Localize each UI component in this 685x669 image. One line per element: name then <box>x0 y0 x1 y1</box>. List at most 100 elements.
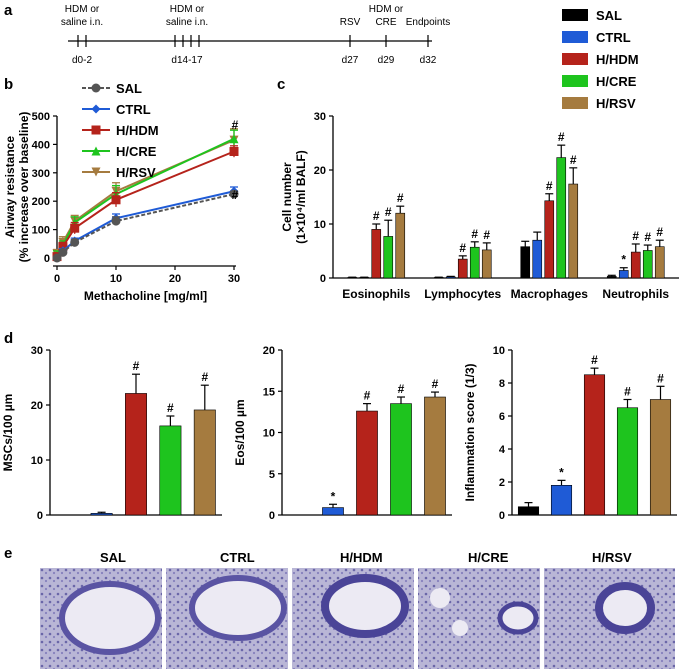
bar <box>550 485 573 516</box>
legend-label: SAL <box>116 81 142 96</box>
panel-label-a: a <box>4 2 13 19</box>
legend-swatch <box>562 97 588 109</box>
legend-item: CTRL <box>562 26 682 48</box>
y-tick-label: 5 <box>269 469 275 481</box>
bar <box>356 410 378 516</box>
timeline-event-label: HDM or <box>65 4 100 15</box>
bar <box>90 513 113 516</box>
timeline: HDM or saline i.n. d0-2 HDM or saline i.n. d1… <box>61 4 450 66</box>
significance-mark: # <box>232 188 239 202</box>
bar <box>517 506 540 516</box>
timeline-event-label: HDM or <box>170 4 205 15</box>
bar <box>424 396 446 516</box>
significance-mark: # <box>432 377 439 391</box>
series-line-ctrl <box>56 190 235 259</box>
cell-number-chart: 0 10 20 30 Cell number (1×10⁴/ml BALF) # # # Eosi… <box>280 111 679 301</box>
y-axis-label: Inflammation score (1/3) <box>463 363 477 501</box>
bar <box>390 403 412 516</box>
bar <box>583 374 606 516</box>
y-tick-label: 8 <box>499 378 505 390</box>
y-axis-label: Cell number <box>280 162 294 232</box>
significance-mark: # <box>398 382 405 396</box>
panel-label-b: b <box>4 76 14 93</box>
legend-swatch <box>562 75 588 87</box>
legend-item: H/RSV <box>562 92 682 114</box>
bar <box>193 409 216 516</box>
timeline-day-label: d27 <box>342 55 359 66</box>
panel-label-d: d <box>4 330 14 347</box>
legend-item: SAL <box>562 4 682 26</box>
significance-mark: # <box>591 353 598 367</box>
bar <box>618 270 629 279</box>
data-point <box>229 189 239 199</box>
timeline-event-label: HDM or <box>369 4 404 15</box>
eos-chart: 0 5 10 15 20 Eos/100 µm * # # # <box>233 345 452 522</box>
category-label: Neutrophils <box>602 287 669 301</box>
bar <box>606 276 617 279</box>
inflammation-score-chart: 0 2 4 6 8 10 Inflammation score (1/3) * # # # <box>463 345 677 522</box>
legend-marker <box>91 146 101 156</box>
legend-marker <box>91 104 101 114</box>
data-point <box>70 223 80 233</box>
legend-label: H/RSV <box>116 165 156 180</box>
data-point <box>229 134 239 144</box>
legend: SAL CTRL H/HDM H/CRE H/RSV <box>562 4 682 114</box>
bar <box>642 250 653 279</box>
bar <box>383 236 394 279</box>
y-tick-label: 20 <box>263 345 275 357</box>
category-label: Macrophages <box>511 287 589 301</box>
bar <box>544 200 555 279</box>
data-point <box>58 247 68 257</box>
data-point <box>52 253 62 263</box>
category-label: Eosinophils <box>342 287 410 301</box>
histology-images <box>40 568 675 669</box>
y-tick-label: 10 <box>493 345 505 357</box>
significance-mark: # <box>483 228 490 242</box>
significance-mark: # <box>644 230 651 244</box>
significance-mark: # <box>397 191 404 205</box>
x-tick-label: 10 <box>110 273 122 285</box>
category-label: Lymphocytes <box>424 287 501 301</box>
data-point <box>111 195 121 205</box>
x-tick-label: 0 <box>54 273 60 285</box>
bar <box>469 246 480 279</box>
significance-mark: # <box>657 371 664 385</box>
legend-marker <box>91 83 101 93</box>
data-point <box>70 237 80 247</box>
bar <box>616 407 639 516</box>
bar <box>649 399 672 516</box>
y-tick-label: 300 <box>32 168 50 180</box>
legend-label: CTRL <box>116 102 151 117</box>
significance-mark: * <box>559 465 564 479</box>
significance-mark: # <box>632 229 639 243</box>
series-line-sal <box>56 193 235 259</box>
bar <box>481 249 492 279</box>
legend-label: H/HDM <box>596 51 639 67</box>
bar <box>159 425 182 516</box>
significance-mark: # <box>546 179 553 193</box>
legend-item: H/CRE <box>562 70 682 92</box>
timeline-event-label: RSV <box>340 17 361 28</box>
significance-mark: # <box>558 130 565 144</box>
significance-mark: # <box>373 209 380 223</box>
significance-mark: # <box>133 359 140 373</box>
legend-marker <box>91 167 101 177</box>
histology-label-hcre: H/CRE <box>468 550 509 565</box>
significance-mark: # <box>471 227 478 241</box>
bar <box>322 507 344 516</box>
histology-image-hrsv <box>544 568 675 669</box>
x-tick-label: 20 <box>169 273 181 285</box>
histology-image-hcre <box>418 568 540 669</box>
bar <box>556 157 567 279</box>
y-tick-label: 15 <box>263 386 275 398</box>
legend-marker <box>91 125 101 135</box>
significance-mark: * <box>621 253 626 267</box>
panel-label-e: e <box>4 545 13 562</box>
histology-label-ctrl: CTRL <box>220 550 255 565</box>
significance-mark: * <box>331 489 336 503</box>
legend-item: H/HDM <box>562 48 682 70</box>
significance-mark: # <box>232 118 239 132</box>
y-tick-label: 10 <box>263 428 275 440</box>
y-tick-label: 10 <box>314 219 326 231</box>
legend-swatch <box>562 31 588 43</box>
